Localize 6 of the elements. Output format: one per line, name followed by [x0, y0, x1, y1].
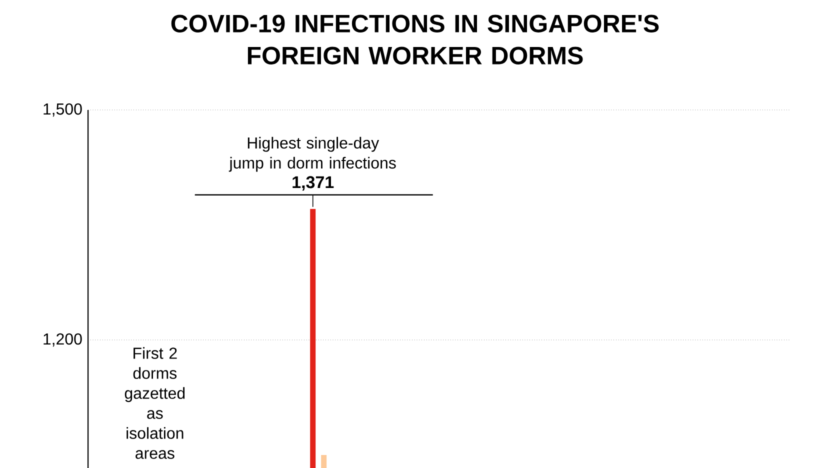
annotation: Highest single-day jump in dorm infections	[228, 136, 396, 172]
y-tick-label: 1,500	[44, 103, 82, 117]
chart-title: COVID-19 INFECTIONS IN SINGAPORE'S FOREIGN WORKER DORMS	[171, 14, 659, 64]
data-label: 1,371	[292, 176, 334, 191]
annotation: First 2 dorms gazetted as isolation areas	[124, 347, 185, 459]
y-tick-label: 1,200	[44, 333, 82, 347]
